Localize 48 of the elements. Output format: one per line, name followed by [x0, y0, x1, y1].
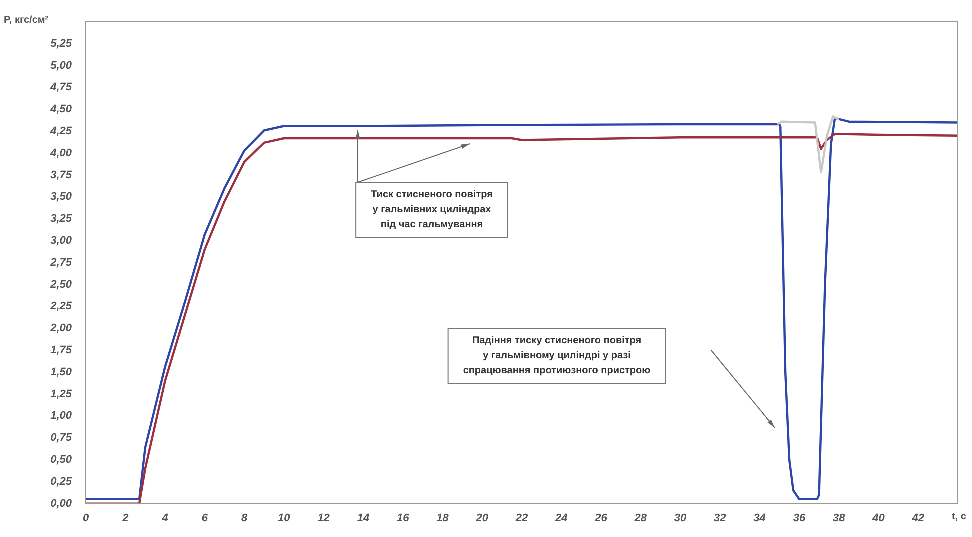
annotation: Падіння тиску стисненого повітря у гальмівному циліндрі у разі спрацювання протиюзного пристрою — [463, 335, 652, 376]
y-tick-label: 3,25 — [50, 213, 73, 226]
x-tick-label: 12 — [318, 512, 330, 524]
y-tick-label: 1,50 — [50, 366, 73, 378]
x-tick-label: 2 — [122, 512, 129, 524]
y-tick-label: 4,00 — [50, 147, 73, 160]
x-tick-label: 32 — [714, 512, 726, 524]
y-tick-label: 3,00 — [50, 235, 73, 248]
x-tick-label: 34 — [754, 512, 766, 524]
x-tick-label: 36 — [793, 512, 806, 524]
y-tick-label: 1,00 — [50, 410, 73, 422]
y-tick-label: 1,75 — [50, 344, 73, 357]
y-tick-label: 3,75 — [50, 169, 73, 182]
y-tick-label: 3,50 — [50, 191, 73, 204]
x-tick-label: 10 — [278, 512, 292, 524]
x-tick-label: 16 — [396, 512, 410, 524]
y-tick-label: 2,50 — [50, 278, 73, 291]
y-tick-label: 0,75 — [50, 432, 73, 444]
y-tick-label: 2,25 — [50, 300, 73, 313]
x-axis-title: t, с — [952, 512, 967, 523]
x-tick-label: 42 — [911, 512, 924, 524]
x-tick-label: 8 — [241, 512, 248, 524]
x-tick-label: 6 — [202, 512, 209, 524]
x-tick-label: 14 — [357, 512, 370, 524]
y-tick-label: 4,50 — [50, 104, 73, 116]
y-tick-label: 2,75 — [50, 256, 73, 269]
x-tick-label: 26 — [594, 512, 608, 524]
x-tick-label: 38 — [832, 512, 846, 524]
x-tick-label: 40 — [872, 512, 886, 524]
y-tick-label: 0,25 — [50, 476, 73, 488]
x-tick-label: 0 — [82, 512, 90, 524]
x-tick-label: 30 — [674, 512, 688, 524]
annotation: Тиск стисненого повітря у гальмівних циліндрах під час гальмування — [371, 189, 494, 230]
y-tick-label: 1,25 — [50, 388, 73, 400]
x-tick-label: 18 — [436, 512, 450, 524]
y-tick-label: 5,00 — [50, 60, 73, 72]
x-tick-label: 24 — [554, 512, 568, 524]
x-tick-label: 20 — [475, 512, 490, 524]
x-tick-label: 22 — [514, 512, 528, 524]
y-axis-title: P, кгс/см² — [4, 14, 50, 26]
y-tick-label: 4,25 — [50, 126, 73, 138]
y-tick-label: 4,75 — [50, 82, 73, 94]
x-tick-label: 4 — [161, 512, 168, 524]
y-tick-label: 0,00 — [50, 498, 73, 510]
y-tick-label: 5,25 — [50, 38, 73, 50]
y-tick-label: 0,50 — [50, 454, 73, 466]
x-tick-label: 28 — [634, 512, 648, 524]
y-tick-label: 2,00 — [50, 322, 73, 335]
